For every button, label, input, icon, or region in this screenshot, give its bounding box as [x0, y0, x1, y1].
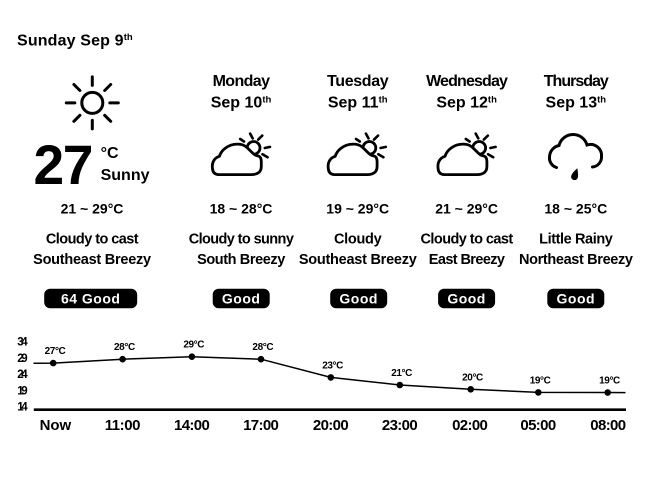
svg-text:17:00: 17:00 [243, 417, 279, 434]
svg-text:21°C: 21°C [391, 368, 412, 379]
svg-text:18 ~ 25°C: 18 ~ 25°C [544, 201, 607, 217]
svg-text:Sunny: Sunny [101, 167, 150, 184]
svg-text:19: 19 [17, 385, 27, 397]
svg-text:21 ~ 29°C: 21 ~ 29°C [61, 201, 124, 217]
svg-text:Thursday: Thursday [544, 73, 609, 90]
svg-text:Cloudy to cast: Cloudy to cast [420, 231, 513, 247]
svg-text:Sep 12th: Sep 12th [436, 94, 497, 111]
svg-text:Good: Good [222, 291, 261, 307]
svg-text:27: 27 [34, 134, 92, 196]
svg-text:19 ~ 29°C: 19 ~ 29°C [326, 201, 389, 217]
svg-text:21 ~ 29°C: 21 ~ 29°C [435, 201, 498, 217]
svg-text:34: 34 [17, 337, 28, 349]
svg-text:19°C: 19°C [599, 376, 620, 387]
svg-text:20°C: 20°C [462, 372, 483, 383]
svg-text:18 ~ 28°C: 18 ~ 28°C [210, 201, 273, 217]
svg-text:Northeast Breezy: Northeast Breezy [519, 252, 633, 268]
svg-text:28°C: 28°C [114, 342, 135, 353]
svg-text:64 Good: 64 Good [61, 291, 121, 307]
svg-text:Wednesday: Wednesday [426, 73, 508, 90]
svg-text:Cloudy to sunny: Cloudy to sunny [189, 231, 294, 247]
svg-text:28°C: 28°C [252, 342, 273, 353]
svg-text:°C: °C [101, 145, 119, 162]
svg-text:Good: Good [339, 291, 378, 307]
svg-text:23:00: 23:00 [382, 417, 418, 434]
svg-text:20:00: 20:00 [313, 417, 349, 434]
svg-text:Sep 10th: Sep 10th [211, 94, 272, 111]
svg-text:Monday: Monday [213, 73, 271, 90]
svg-text:South Breezy: South Breezy [197, 252, 285, 268]
svg-text:Now: Now [40, 417, 72, 434]
svg-text:27°C: 27°C [45, 346, 66, 357]
svg-text:Southeast Breezy: Southeast Breezy [33, 252, 151, 268]
svg-text:05:00: 05:00 [520, 417, 556, 434]
svg-text:Sep 11th: Sep 11th [328, 94, 388, 111]
svg-text:Cloudy to cast: Cloudy to cast [46, 231, 139, 247]
svg-text:08:00: 08:00 [590, 417, 626, 434]
svg-text:Little Rainy: Little Rainy [539, 231, 613, 247]
svg-text:24: 24 [17, 369, 28, 381]
svg-text:29: 29 [17, 353, 27, 365]
svg-text:Sunday Sep 9th: Sunday Sep 9th [17, 32, 133, 50]
svg-text:23°C: 23°C [322, 360, 343, 371]
svg-text:14: 14 [17, 402, 28, 414]
svg-text:Cloudy: Cloudy [334, 231, 382, 247]
svg-text:02:00: 02:00 [452, 417, 488, 434]
svg-text:Sep 13th: Sep 13th [546, 94, 607, 111]
svg-text:East Breezy: East Breezy [429, 252, 505, 268]
svg-text:Good: Good [557, 291, 596, 307]
svg-text:Tuesday: Tuesday [327, 73, 389, 90]
svg-text:14:00: 14:00 [174, 417, 210, 434]
svg-text:Southeast Breezy: Southeast Breezy [299, 252, 417, 268]
svg-text:29°C: 29°C [183, 340, 204, 351]
svg-text:Good: Good [447, 291, 486, 307]
svg-text:11:00: 11:00 [105, 417, 141, 434]
svg-text:19°C: 19°C [530, 375, 551, 386]
